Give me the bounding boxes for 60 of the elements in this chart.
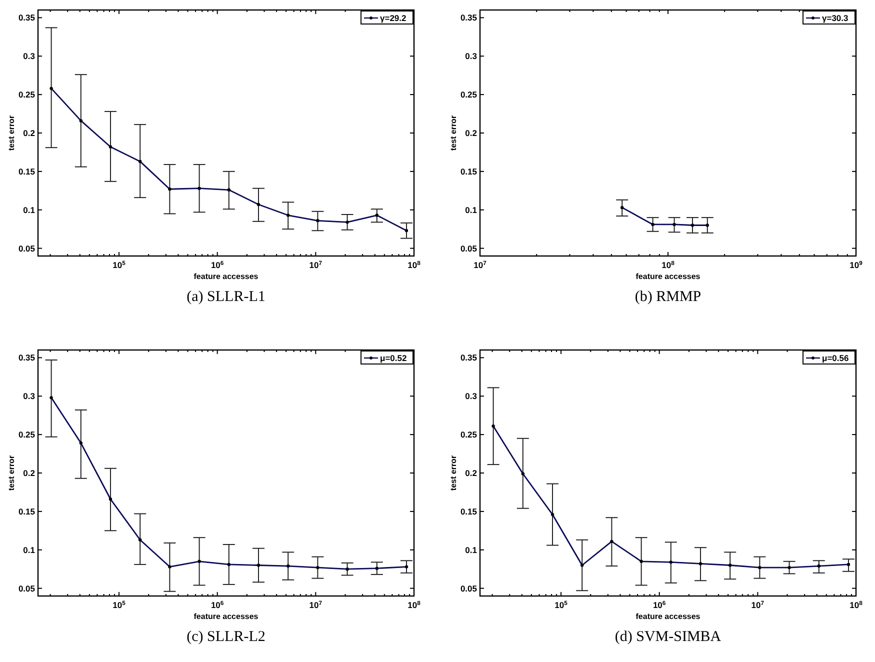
y-tick-label: 0.35 <box>18 352 36 363</box>
x-tick-label: 10$^{7}$ <box>309 600 323 610</box>
x-tick-label: 10$^{7}$ <box>474 260 488 270</box>
y-axis-title: test error <box>7 455 16 491</box>
y-tick-label: 0.05 <box>460 583 478 594</box>
y-tick-label: 0.2 <box>23 468 36 478</box>
y-tick-label: 0.3 <box>465 391 478 402</box>
y-axis-title: test error <box>449 115 458 151</box>
y-tick-label: 0.05 <box>18 243 36 254</box>
y-tick-label: 0.3 <box>23 391 36 402</box>
x-tick-label: 10$^{8}$ <box>850 600 864 610</box>
x-axis-title: feature accesses <box>636 272 701 281</box>
legend-label: γ=30.3 <box>822 13 849 23</box>
y-tick-label: 0.1 <box>23 544 36 555</box>
x-tick-label: 10$^{5}$ <box>112 600 126 610</box>
x-tick-label: 10$^{8}$ <box>408 260 422 270</box>
y-tick-label: 0.2 <box>465 128 478 138</box>
x-tick-label: 10$^{6}$ <box>210 600 224 610</box>
y-axis-title: test error <box>449 455 458 491</box>
text: (d) SVM-SIMBA <box>614 629 722 645</box>
x-axis-title: feature accesses <box>194 612 259 621</box>
line-series <box>50 86 408 232</box>
y-tick-label: 0.15 <box>460 166 478 176</box>
x-axis-title: feature accesses <box>194 272 259 281</box>
y-tick-label: 0.05 <box>460 243 478 254</box>
legend-label: γ=29.2 <box>380 13 407 23</box>
text: (a) SLLR-L1 <box>186 289 266 305</box>
x-tick-label: 10$^{5}$ <box>112 260 126 270</box>
legend-label: μ=0.52 <box>380 353 407 363</box>
y-tick-label: 0.1 <box>465 204 478 215</box>
x-tick-label: 10$^{8}$ <box>662 260 676 270</box>
x-tick-label: 10$^{8}$ <box>408 600 422 610</box>
y-tick-label: 0.3 <box>23 51 36 62</box>
y-tick-label: 0.1 <box>465 544 478 555</box>
y-tick-label: 0.15 <box>460 506 478 516</box>
y-tick-label: 0.15 <box>18 506 36 516</box>
y-tick-label: 0.35 <box>18 12 36 23</box>
text: (c) SLLR-L2 <box>186 629 266 645</box>
y-axis-title: test error <box>7 115 16 151</box>
y-tick-label: 0.35 <box>460 12 478 23</box>
legend-label: μ=0.56 <box>822 353 849 363</box>
y-tick-label: 0.25 <box>18 430 36 440</box>
y-tick-label: 0.3 <box>465 51 478 62</box>
y-tick-label: 0.2 <box>465 468 478 478</box>
x-tick-label: 10$^{7}$ <box>309 260 323 270</box>
y-tick-label: 0.2 <box>23 128 36 138</box>
x-axis-title: feature accesses <box>636 612 701 621</box>
y-tick-label: 0.35 <box>460 352 478 363</box>
x-tick-label: 10$^{6}$ <box>210 260 224 270</box>
y-tick-label: 0.05 <box>18 583 36 594</box>
y-tick-label: 0.1 <box>23 204 36 215</box>
x-tick-label: 10$^{5}$ <box>554 600 568 610</box>
text: (b) RMMP <box>634 289 702 305</box>
y-tick-label: 0.25 <box>18 90 36 100</box>
x-tick-label: 10$^{7}$ <box>751 600 765 610</box>
y-tick-label: 0.25 <box>460 430 478 440</box>
x-tick-label: 10$^{6}$ <box>652 600 666 610</box>
y-tick-label: 0.15 <box>18 166 36 176</box>
y-tick-label: 0.25 <box>460 90 478 100</box>
x-tick-label: 10$^{9}$ <box>850 260 864 270</box>
